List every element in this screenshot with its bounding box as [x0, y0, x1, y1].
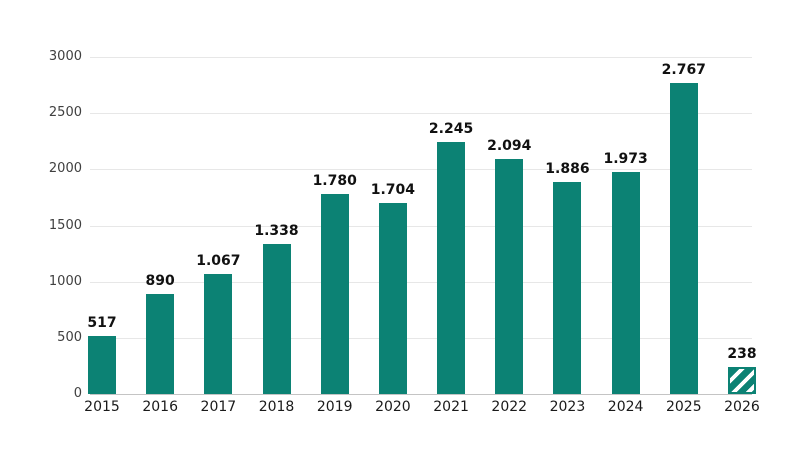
x-tick-label: 2015	[84, 399, 120, 415]
bar	[378, 202, 407, 394]
x-tick-label: 2026	[724, 399, 760, 415]
x-tick-label: 2020	[375, 399, 411, 415]
bar-value-label: 2.245	[428, 120, 474, 137]
bar-value-label: 1.338	[254, 222, 299, 239]
plot-area: 517 890 1.067 1.338 1.780 1.704 2.245 2.094 1.88…	[87, 57, 757, 395]
y-tick-label: 2500	[48, 105, 82, 121]
bar	[204, 274, 233, 394]
bar	[611, 172, 640, 394]
bar	[437, 141, 466, 394]
bar-value-label: 1.067	[196, 253, 241, 270]
x-tick-label: 2021	[433, 399, 469, 415]
y-tick-label: 2000	[48, 161, 82, 177]
x-tick-label: 2023	[549, 399, 586, 415]
bar-value-label: 1.973	[603, 151, 648, 168]
bar-hatched-projection	[727, 367, 756, 394]
y-tick-label: 1000	[48, 273, 82, 289]
bar	[262, 243, 291, 394]
bar-value-label: 517	[87, 314, 117, 331]
gridline	[90, 225, 752, 227]
bar	[669, 83, 698, 394]
bar	[553, 182, 582, 394]
y-tick-label: 0	[73, 386, 82, 401]
x-tick-label: 2018	[258, 399, 295, 415]
bar	[495, 158, 524, 394]
x-axis-baseline	[90, 394, 752, 395]
y-tick-label: 500	[57, 329, 82, 345]
bar-value-label: 238	[727, 346, 757, 363]
bar	[320, 194, 349, 394]
bar-value-label: 2.767	[661, 62, 706, 79]
bar	[146, 294, 175, 394]
gridline	[90, 169, 752, 171]
gridline	[90, 57, 752, 58]
gridline	[90, 113, 752, 115]
bar-value-label: 1.704	[370, 181, 416, 198]
x-tick-label: 2024	[607, 399, 644, 415]
bar-value-label: 2.094	[487, 137, 532, 154]
bar-value-label: 890	[145, 273, 175, 290]
gridline	[90, 281, 752, 283]
gridline	[90, 337, 752, 339]
x-tick-label: 2019	[316, 399, 353, 415]
x-tick-label: 2022	[491, 399, 528, 415]
y-tick-label: 3000	[48, 49, 82, 64]
x-tick-label: 2017	[200, 399, 237, 415]
bar-value-label: 1.886	[545, 161, 590, 178]
bar-value-label: 1.780	[312, 173, 357, 190]
bar	[88, 335, 116, 394]
x-tick-label: 2025	[665, 399, 702, 415]
y-tick-label: 1500	[48, 217, 82, 233]
x-tick-label: 2016	[142, 399, 178, 415]
